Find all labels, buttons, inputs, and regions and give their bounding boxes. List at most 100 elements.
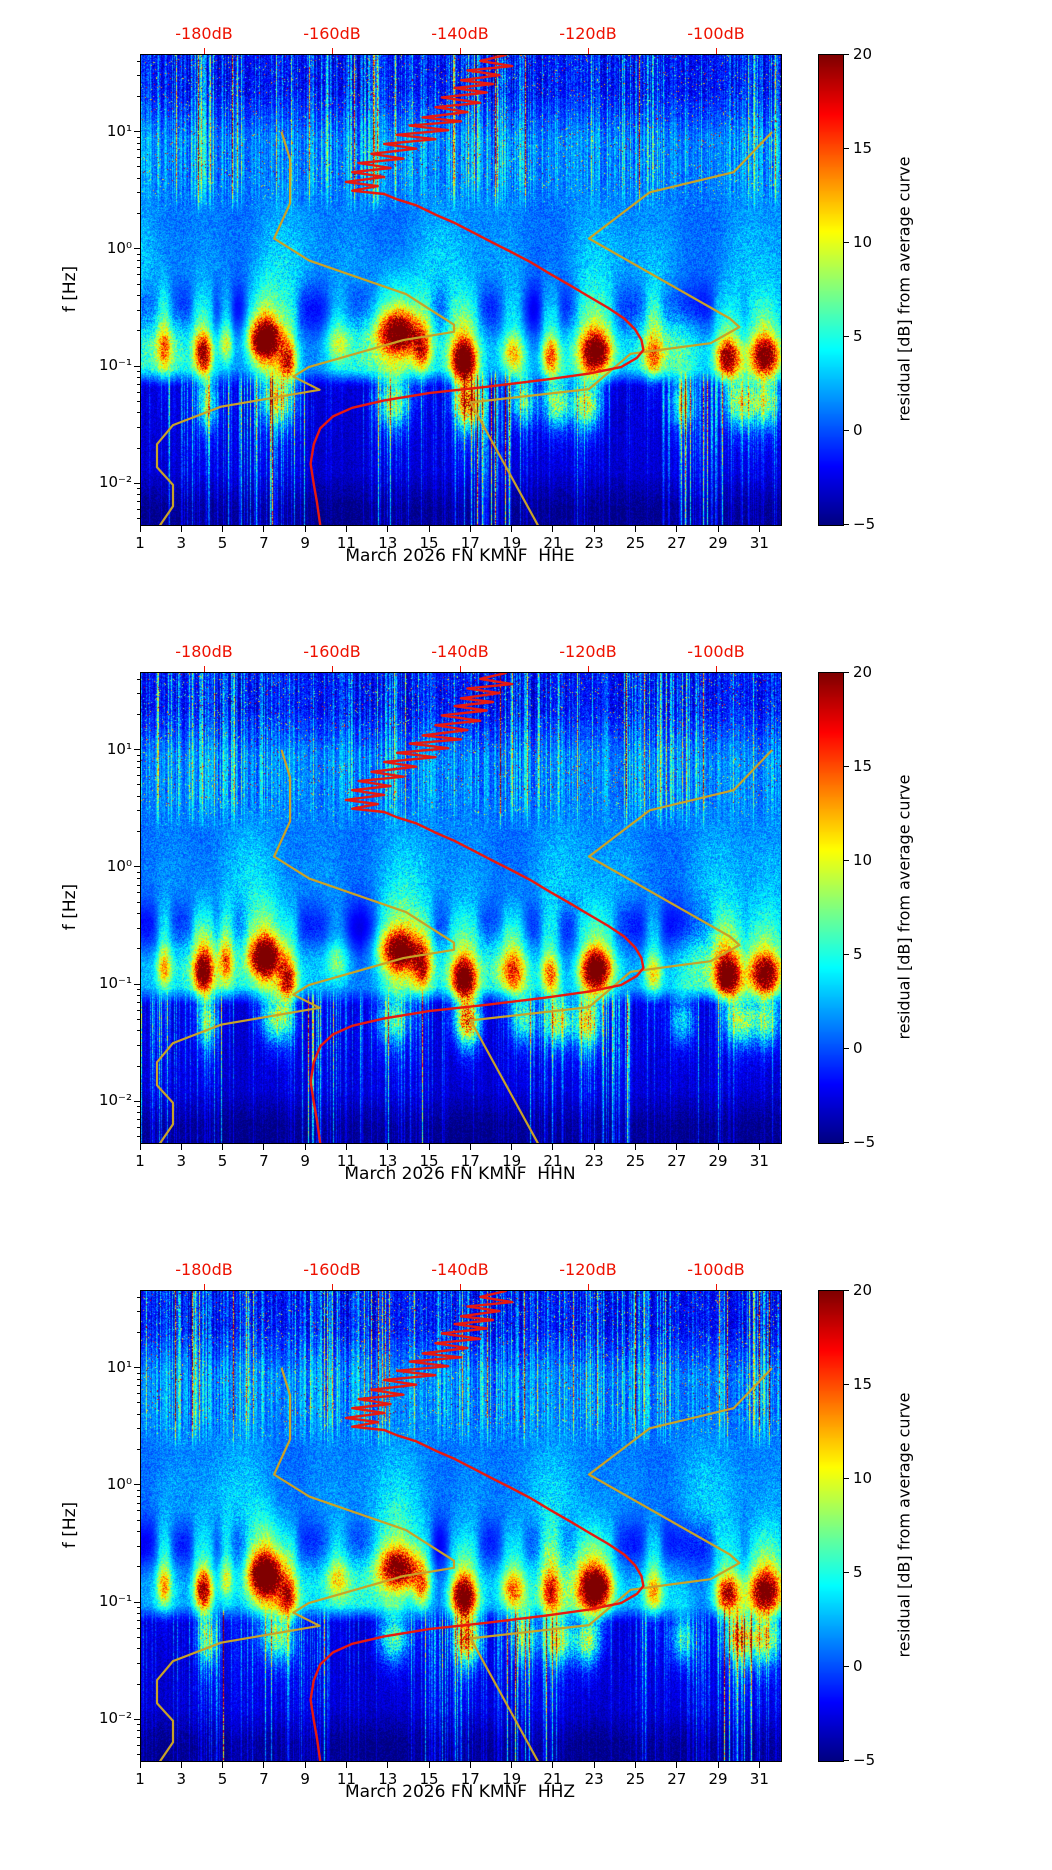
y-tick-label: 10⁻¹ [98, 974, 132, 993]
colorbar-tick-label: 10 [853, 851, 873, 869]
colorbar-tick [844, 147, 849, 149]
top-db-tick-label: -180dB [175, 1260, 233, 1279]
spectrogram-canvas [141, 55, 781, 525]
colorbar-tick-label: 20 [853, 663, 873, 681]
x-tick [593, 1144, 595, 1150]
x-tick [758, 1762, 760, 1768]
top-db-tick-label: -120dB [559, 642, 617, 661]
x-tick [345, 1762, 347, 1768]
x-tick [676, 1144, 678, 1150]
plot-area [140, 54, 782, 526]
nhnm-curve [469, 1367, 773, 1761]
x-tick [139, 1762, 141, 1768]
x-tick [634, 1762, 636, 1768]
colorbar-tick [844, 1141, 849, 1143]
top-db-tick-label: -160dB [303, 1260, 361, 1279]
x-tick [593, 526, 595, 532]
spectrogram-figure-hhz: f [Hz] -180dB -160dB -140dB -120dB -100dB 10¹… [40, 1252, 1052, 1854]
x-tick [758, 526, 760, 532]
colorbar-tick-label: 10 [853, 233, 873, 251]
noise-model-curves [155, 1291, 773, 1761]
x-tick [469, 526, 471, 532]
x-tick [676, 526, 678, 532]
x-tick [387, 1762, 389, 1768]
colorbar-label: residual [dB] from average curve [894, 1392, 914, 1658]
nlnm-curve [155, 131, 456, 525]
colorbar-tick [844, 765, 849, 767]
x-tick [758, 1144, 760, 1150]
y-tick-label: 10⁻² [98, 1709, 132, 1728]
nhnm-curve [469, 749, 773, 1143]
top-db-tick-label: -100dB [687, 1260, 745, 1279]
x-tick [428, 1144, 430, 1150]
x-tick [139, 526, 141, 532]
spectrogram-figure-hhe: f [Hz] -180dB -160dB -140dB -120dB -100dB 10¹… [40, 16, 1052, 618]
x-tick [222, 526, 224, 532]
x-tick [511, 1144, 513, 1150]
colorbar-tick-label: 20 [853, 45, 873, 63]
x-axis-title: March 2026 FN KMNF HHZ [344, 1782, 576, 1802]
x-tick [428, 526, 430, 532]
colorbar-tick [844, 1571, 849, 1573]
colorbar-tick [844, 1383, 849, 1385]
psd-mode-curve [309, 1291, 645, 1761]
x-tick [304, 1144, 306, 1150]
x-tick [511, 526, 513, 532]
colorbar [818, 54, 844, 526]
colorbar-tick [844, 1759, 849, 1761]
colorbar-tick-label: 20 [853, 1281, 873, 1299]
y-tick-label: 10⁻² [98, 1091, 132, 1110]
nlnm-curve [155, 749, 456, 1143]
x-tick [263, 1144, 265, 1150]
top-db-tick-label: -140dB [431, 642, 489, 661]
x-tick [222, 1762, 224, 1768]
top-db-tick-label: -120dB [559, 24, 617, 43]
y-tick-label: 10⁰ [106, 1474, 132, 1493]
colorbar-tick-label: −5 [853, 1133, 876, 1151]
y-axis-label: f [Hz] [60, 265, 80, 313]
colorbar-tick [844, 429, 849, 431]
x-tick [469, 1762, 471, 1768]
x-tick [180, 1144, 182, 1150]
x-tick [717, 1144, 719, 1150]
x-tick [717, 526, 719, 532]
y-tick-label: 10¹ [106, 121, 132, 140]
top-db-tick-label: -100dB [687, 24, 745, 43]
y-tick-label: 10⁻¹ [98, 356, 132, 375]
top-db-tick-label: -120dB [559, 1260, 617, 1279]
x-tick [139, 1144, 141, 1150]
psd-mode-curve [309, 55, 645, 525]
x-axis-title: March 2026 FN KMNF HHE [345, 546, 575, 566]
x-tick [263, 1762, 265, 1768]
colorbar-gradient [819, 673, 843, 1143]
x-tick [222, 1144, 224, 1150]
nhnm-curve [469, 131, 773, 525]
top-db-tick-label: -180dB [175, 24, 233, 43]
spectrogram-canvas [141, 1291, 781, 1761]
x-tick [634, 1144, 636, 1150]
colorbar-tick-label: 15 [853, 1375, 873, 1393]
spectrogram-figure-hhn: f [Hz] -180dB -160dB -140dB -120dB -100dB 10¹… [40, 634, 1052, 1236]
plot-area [140, 1290, 782, 1762]
x-tick [180, 1762, 182, 1768]
x-tick [634, 526, 636, 532]
colorbar-tick [844, 1047, 849, 1049]
colorbar-tick [844, 53, 849, 55]
x-tick [263, 526, 265, 532]
x-tick [345, 1144, 347, 1150]
colorbar-tick [844, 1665, 849, 1667]
colorbar-tick [844, 671, 849, 673]
plot-area [140, 672, 782, 1144]
x-tick [387, 1144, 389, 1150]
top-db-tick-label: -180dB [175, 642, 233, 661]
colorbar-tick-label: 0 [853, 421, 863, 439]
colorbar-tick-label: 5 [853, 1563, 863, 1581]
x-tick [593, 1762, 595, 1768]
x-tick [428, 1762, 430, 1768]
x-tick [304, 526, 306, 532]
colorbar-tick [844, 1477, 849, 1479]
x-axis-title: March 2026 FN KMNF HHN [344, 1164, 576, 1184]
y-tick-label: 10¹ [106, 1357, 132, 1376]
colorbar-tick-label: 5 [853, 945, 863, 963]
colorbar-label: residual [dB] from average curve [894, 774, 914, 1040]
